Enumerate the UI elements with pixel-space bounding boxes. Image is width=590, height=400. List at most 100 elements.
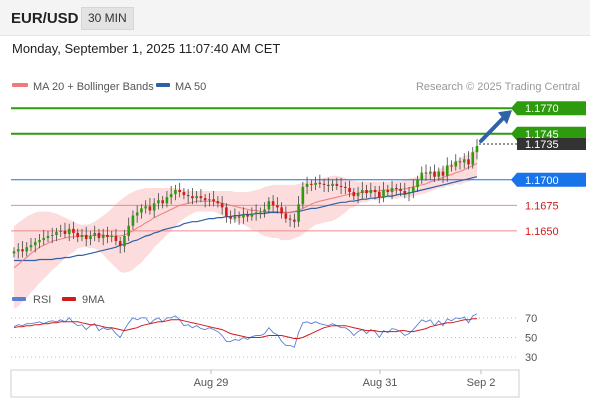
candle (29, 238, 33, 252)
candle-body (80, 234, 84, 238)
candle-body (59, 230, 63, 232)
candle-body (369, 190, 373, 194)
candle (301, 181, 305, 209)
candle-body (271, 201, 275, 206)
level-tag-green: 1.1770 (511, 101, 586, 116)
candle (42, 229, 46, 246)
candle-body (16, 249, 20, 252)
candle-body (89, 236, 92, 240)
candle (186, 188, 190, 204)
candle-body (356, 193, 360, 197)
candle (373, 185, 377, 200)
candle (195, 191, 198, 204)
candle-body (458, 161, 462, 163)
level-tag-bg (511, 172, 586, 187)
candle-body (259, 212, 262, 214)
candle (140, 204, 143, 219)
candle (84, 226, 88, 247)
candle-body (165, 197, 169, 204)
price-legend: MA 20 + Bollinger Bands MA 50 (12, 81, 206, 93)
candle-body (178, 190, 181, 193)
candle-body (314, 182, 317, 185)
candle (161, 196, 164, 209)
level-label-support: 1.1675 (525, 200, 559, 212)
candle-body (106, 234, 109, 238)
candle-body (114, 236, 118, 242)
candle (127, 217, 130, 242)
candle-body (250, 213, 254, 217)
candle-body (55, 231, 58, 235)
candle (314, 176, 317, 190)
candle-body (471, 152, 475, 165)
candle (50, 227, 54, 244)
candle (25, 242, 29, 257)
candle (220, 196, 224, 215)
candle (208, 193, 211, 207)
candle (297, 196, 300, 227)
candle-body (157, 200, 160, 204)
candle (416, 175, 419, 193)
candle-body (424, 172, 428, 174)
candle (144, 200, 147, 214)
candle-body (335, 183, 339, 186)
legend-swatch-ma50 (156, 83, 170, 87)
candle (225, 203, 228, 223)
candle (327, 177, 330, 193)
candle-body (191, 196, 194, 199)
candle (33, 238, 37, 253)
timeframe-button[interactable]: 30 MIN (81, 7, 134, 30)
x-axis-frame (10, 369, 520, 398)
candle-body (437, 171, 441, 177)
candle (288, 214, 292, 227)
candle-body (382, 190, 385, 198)
candle (118, 237, 122, 254)
candle-body (216, 201, 220, 204)
candle-body (373, 190, 377, 193)
candle-body (254, 212, 258, 214)
candle-body (67, 228, 71, 234)
candle (38, 233, 41, 249)
candle-body (186, 195, 190, 197)
rsi-line (13, 313, 478, 348)
candle-body (140, 208, 143, 213)
x-tick-label: Sep 2 (467, 377, 496, 389)
candle-body (148, 206, 152, 211)
candle (254, 204, 258, 221)
rsi-ma-line (13, 318, 477, 339)
candle-body (344, 186, 347, 188)
candle-body (225, 207, 228, 217)
level-tag-bg (511, 101, 586, 116)
x-tick-label: Aug 29 (194, 377, 229, 389)
candle (352, 187, 356, 201)
level-label-support: 1.1650 (525, 226, 559, 238)
candle (458, 157, 462, 170)
candle-body (169, 194, 173, 198)
candle-body (152, 203, 156, 211)
candle-body (263, 209, 266, 213)
candle (339, 177, 343, 195)
candle (233, 208, 237, 223)
candle (267, 197, 271, 214)
candle-body (144, 206, 147, 209)
source-label: Research © 2025 Trading Central (416, 81, 580, 93)
candle-body (284, 213, 288, 219)
legend-label-rsi: RSI (33, 294, 51, 306)
candle (21, 241, 24, 258)
candle-body (29, 245, 33, 248)
candle-body (450, 165, 453, 167)
candle (450, 160, 453, 172)
candle (284, 206, 288, 223)
level-tag-bg (511, 126, 586, 141)
candle-body (403, 191, 407, 195)
rsi-tick-label: 30 (525, 352, 537, 364)
candle (110, 230, 113, 243)
candle (46, 230, 50, 243)
candle (97, 228, 101, 243)
candle-body (411, 186, 415, 193)
level-label-green: 1.1745 (525, 129, 559, 141)
candle-body (433, 171, 436, 177)
candle (250, 207, 254, 221)
legend-label-ma50: MA 50 (175, 81, 206, 93)
candle (237, 211, 241, 225)
candle (441, 165, 445, 183)
